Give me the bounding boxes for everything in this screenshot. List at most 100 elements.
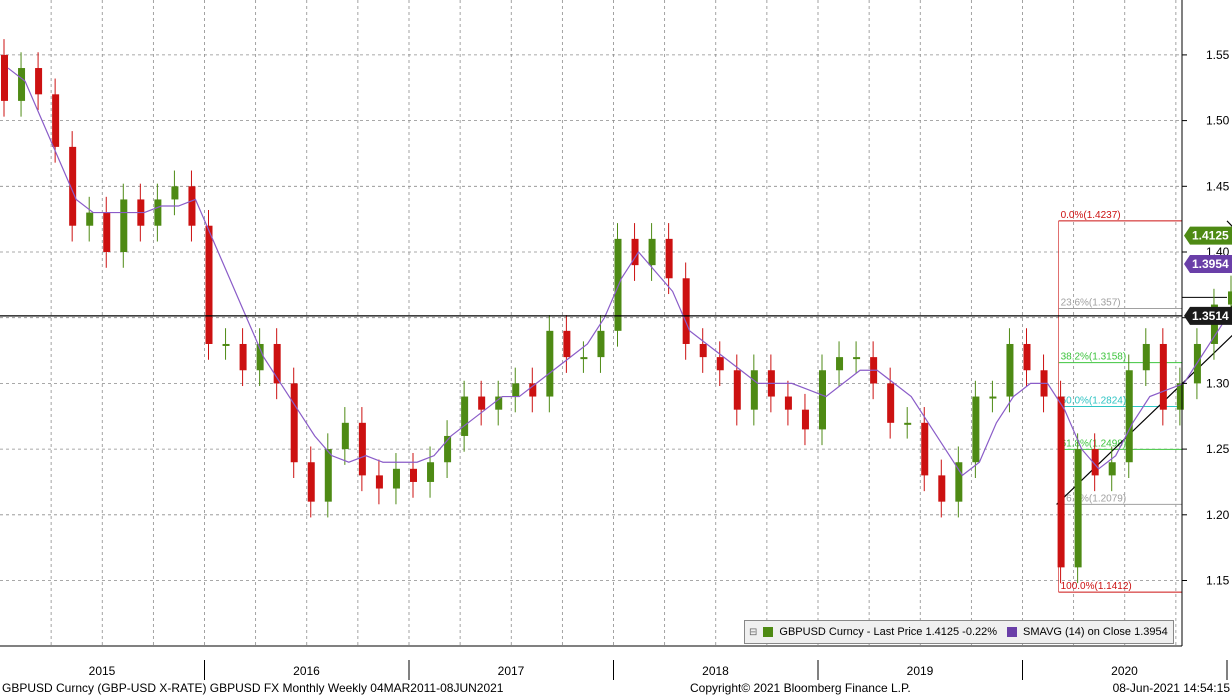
sma-line: [7, 67, 1232, 477]
candle: [784, 380, 792, 426]
candle: [836, 341, 844, 387]
y-tick-label: 1.15: [1206, 574, 1230, 588]
y-tick-label: 1.55: [1206, 48, 1230, 62]
y-tick-label: 1.20: [1206, 508, 1230, 522]
candle: [614, 223, 622, 347]
fib-label: 0.0%(1.4237): [1061, 210, 1121, 221]
candle: [801, 393, 809, 446]
candle: [563, 315, 571, 373]
candle: [1, 39, 8, 117]
y-tick-label: 1.45: [1206, 179, 1230, 193]
candle: [239, 328, 247, 387]
candle: [699, 328, 707, 373]
candle: [1057, 380, 1065, 584]
candle: [921, 407, 929, 492]
candle: [495, 380, 503, 426]
chart-legend: ⊟ GBPUSD Curncy - Last Price 1.4125 -0.2…: [744, 620, 1174, 644]
candle: [290, 367, 298, 479]
footer-description: GBPUSD Curncy (GBP-USD X-RATE) GBPUSD FX…: [2, 681, 504, 695]
candle: [972, 380, 980, 479]
y-tick-label: 1.50: [1206, 114, 1230, 128]
candle: [904, 407, 912, 439]
fib-label: 76.4%(1.2079): [1061, 493, 1127, 504]
candle: [375, 459, 383, 505]
candle: [631, 223, 639, 281]
candle: [716, 341, 724, 387]
candle: [35, 52, 43, 111]
legend-price-label: GBPUSD Curncy - Last Price 1.4125 -0.22%: [779, 626, 998, 638]
candle: [648, 223, 656, 281]
candle: [665, 223, 673, 295]
candle: [512, 367, 520, 413]
candle: [938, 459, 946, 518]
candle: [341, 407, 349, 465]
candle: [546, 315, 554, 413]
x-tick-label: 2020: [1111, 664, 1138, 678]
candle: [1006, 328, 1014, 413]
candle: [103, 196, 111, 268]
fib-label: 50.0%(1.2824): [1061, 396, 1127, 407]
x-tick-label: 2019: [907, 664, 934, 678]
candle: [733, 354, 741, 426]
footer-copyright: Copyright© 2021 Bloomberg Finance L.P.: [690, 681, 911, 695]
svg-text:1.4125: 1.4125: [1192, 229, 1229, 243]
candle: [1176, 367, 1184, 426]
candle: [1108, 446, 1116, 492]
candle: [1091, 433, 1099, 492]
chart-grid: [0, 0, 1182, 646]
x-tick-label: 2016: [293, 664, 320, 678]
candle: [324, 433, 332, 518]
candle: [188, 170, 196, 242]
legend-collapse-icon[interactable]: ⊟: [749, 626, 758, 638]
candle: [819, 354, 826, 446]
candle: [18, 52, 26, 117]
fib-label: 23.6%(1.357): [1061, 298, 1121, 309]
legend-sma-label: SMAVG (14) on Close 1.3954: [1023, 626, 1168, 638]
x-axis: 2015201620172018201920202021: [0, 645, 1228, 680]
candle: [86, 196, 94, 242]
candle: [427, 446, 435, 498]
chart-footer: GBPUSD Curncy (GBP-USD X-RATE) GBPUSD FX…: [0, 681, 1232, 697]
candle: [1074, 433, 1082, 584]
candle: [1023, 328, 1031, 387]
candle: [989, 380, 997, 413]
candle: [887, 367, 895, 439]
legend-swatch-sma: [1007, 627, 1018, 637]
candle: [461, 380, 469, 452]
last-price-tag: 1.3514: [1184, 306, 1232, 325]
x-tick-label: 2017: [498, 664, 525, 678]
y-tick-label: 1.25: [1206, 442, 1230, 456]
candle: [1142, 328, 1150, 387]
candle: [120, 183, 128, 268]
svg-text:1.3954: 1.3954: [1192, 257, 1229, 271]
candle: [529, 367, 537, 413]
candle: [682, 262, 690, 360]
candle: [392, 453, 400, 505]
price-candles: [1, 39, 1232, 584]
fib-label: 38.2%(1.3158): [1061, 352, 1127, 363]
last-price-tag: 1.3954: [1184, 255, 1232, 274]
candle: [444, 420, 452, 479]
candle: [358, 407, 366, 492]
candle: [154, 183, 162, 242]
candle: [410, 453, 417, 498]
candle: [1159, 328, 1167, 426]
last-price-tags: 1.4125 1.3954 1.3514: [1184, 226, 1232, 325]
footer-timestamp: 08-Jun-2021 14:54:15: [1112, 681, 1230, 695]
y-tick-label: 1.30: [1206, 376, 1230, 390]
last-price-tag: 1.4125: [1184, 226, 1232, 245]
candle: [256, 328, 264, 387]
candle: [205, 209, 213, 360]
candle: [955, 446, 963, 518]
candle: [52, 78, 60, 163]
candle: [1125, 354, 1133, 479]
candle: [69, 131, 77, 242]
fib-label: 61.8%(1.2498): [1061, 438, 1127, 449]
candle: [273, 328, 281, 400]
legend-swatch-price: [763, 627, 774, 637]
candle: [478, 380, 486, 426]
candle: [853, 341, 861, 373]
x-tick-label: 2015: [89, 664, 116, 678]
candle: [171, 170, 179, 216]
fib-label: 100.0%(1.1412): [1061, 581, 1132, 592]
